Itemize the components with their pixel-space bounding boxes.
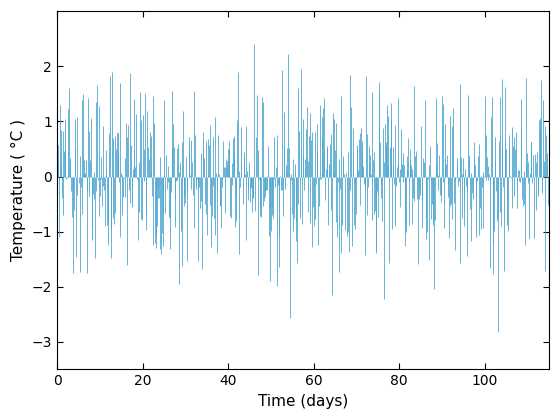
X-axis label: Time (days): Time (days) — [258, 394, 348, 409]
Y-axis label: Temperature ( °C ): Temperature ( °C ) — [11, 119, 26, 261]
